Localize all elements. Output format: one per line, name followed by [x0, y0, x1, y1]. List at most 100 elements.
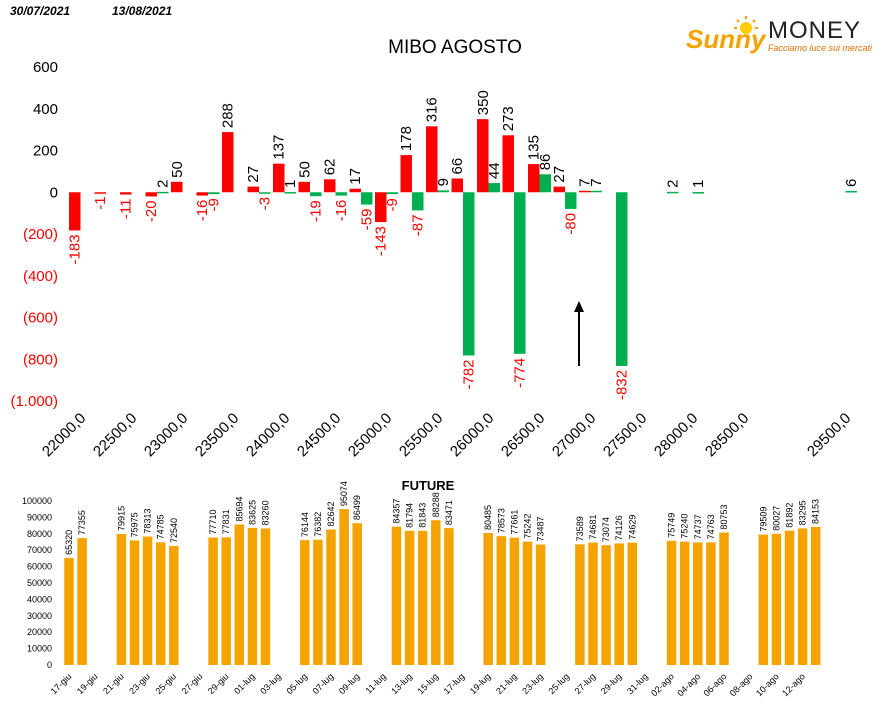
x-tick-label: 10-ago: [754, 671, 781, 698]
mibo-data-label: 44: [486, 162, 503, 179]
future-data-label: 84153: [811, 499, 821, 524]
mibo-bar: [222, 132, 234, 193]
x-tick-label: 21-giu: [101, 671, 126, 696]
future-bar: [810, 526, 821, 665]
mibo-bar: [845, 190, 857, 193]
future-data-label: 83295: [798, 500, 808, 525]
future-data-label: 77355: [77, 510, 87, 535]
y-tick-label: 0: [50, 184, 58, 201]
x-tick-label: 23500,0: [192, 410, 242, 460]
future-data-label: 73074: [601, 517, 611, 542]
date-start: 30/07/2021: [10, 4, 71, 18]
mibo-bar: [502, 135, 514, 193]
y-tick-label: 90000: [27, 512, 52, 522]
mibo-data-label: 27: [245, 166, 262, 183]
future-data-label: 73487: [536, 516, 546, 541]
x-tick-label: 15-lug: [415, 671, 440, 696]
mibo-bar: [94, 192, 106, 194]
future-bar: [509, 537, 520, 665]
chart2-title: FUTURE: [402, 478, 455, 493]
mibo-bar: [528, 164, 540, 193]
x-tick-label: 25500,0: [396, 410, 446, 460]
mibo-data-label: -16: [194, 200, 211, 222]
mibo-bar: [145, 192, 157, 197]
x-tick-label: 28500,0: [702, 410, 752, 460]
y-tick-label: 80000: [27, 529, 52, 539]
future-data-label: 74763: [706, 514, 716, 539]
future-bar: [417, 530, 428, 665]
mibo-bar: [488, 183, 500, 193]
x-tick-label: 28000,0: [651, 410, 701, 460]
future-data-label: 77831: [221, 509, 231, 534]
x-tick-label: 22000,0: [39, 410, 89, 460]
arrow-annotation: [574, 301, 584, 366]
future-bar: [300, 540, 310, 665]
y-tick-label: 40000: [27, 594, 52, 604]
future-bar: [64, 557, 74, 665]
mibo-data-label: 50: [296, 161, 313, 178]
x-tick-label: 19-giu: [75, 671, 100, 696]
future-data-label: 78573: [496, 508, 506, 533]
x-tick-label: 17-giu: [49, 671, 74, 696]
mibo-bar: [553, 186, 565, 193]
y-tick-label: 70000: [27, 545, 52, 555]
mibo-data-label: -9: [206, 198, 223, 211]
future-data-label: 74737: [693, 514, 703, 539]
y-tick-label: 20000: [27, 627, 52, 637]
logo-money: MONEY: [768, 17, 861, 44]
y-tick-label: 60000: [27, 562, 52, 572]
future-bar: [679, 541, 690, 665]
future-bar: [221, 537, 231, 665]
future-bar: [797, 528, 808, 665]
future-data-label: 79509: [758, 507, 768, 532]
future-bar: [784, 530, 795, 665]
x-tick-label: 09-lug: [337, 671, 362, 696]
x-tick-label: 04-ago: [675, 671, 702, 698]
future-bar: [339, 509, 349, 665]
y-tick-label: 400: [33, 101, 58, 118]
future-bar: [77, 538, 87, 665]
future-data-label: 74785: [156, 514, 166, 539]
mibo-data-label: 7: [588, 178, 605, 186]
mibo-data-label: 316: [424, 97, 441, 122]
future-data-label: 78313: [143, 509, 153, 534]
y-tick-label: 50000: [27, 578, 52, 588]
y-tick-label: (600): [23, 310, 58, 327]
y-tick-label: 600: [33, 59, 58, 76]
y-tick-label: 100000: [22, 496, 52, 506]
x-tick-label: 21-lug: [494, 671, 519, 696]
mibo-bar: [477, 119, 489, 193]
y-tick-label: 30000: [27, 611, 52, 621]
future-data-label: 75240: [680, 514, 690, 539]
mibo-data-label: 1: [690, 180, 707, 188]
future-bar: [313, 539, 323, 665]
y-tick-label: 0: [47, 660, 52, 670]
future-data-label: 75749: [667, 513, 677, 538]
x-tick-label: 23000,0: [141, 410, 191, 460]
mibo-data-label: 273: [500, 106, 517, 131]
logo-tagline: Facciamo luce sui mercati: [768, 43, 873, 53]
mibo-data-label: -19: [308, 200, 325, 222]
future-bar: [247, 527, 258, 665]
future-data-label: 80753: [719, 505, 729, 530]
x-tick-label: 29-giu: [206, 671, 231, 696]
mibo-bar: [157, 191, 169, 194]
mibo-data-label: 350: [475, 90, 492, 115]
future-bar: [666, 540, 677, 665]
future-bar: [116, 533, 127, 665]
x-tick-label: 24000,0: [243, 410, 293, 460]
mibo-bar: [208, 192, 220, 195]
future-bar: [693, 542, 703, 665]
future-data-label: 84357: [392, 499, 402, 524]
future-data-label: 74126: [614, 515, 624, 540]
mibo-data-label: -3: [257, 197, 274, 210]
x-tick-label: 25-giu: [153, 671, 178, 696]
y-tick-label: 10000: [27, 644, 52, 654]
future-data-label: 77710: [208, 510, 218, 535]
x-tick-label: 23-giu: [127, 671, 152, 696]
mibo-bar: [349, 188, 361, 193]
x-tick-label: 01-lug: [232, 671, 257, 696]
x-tick-label: 13-lug: [389, 671, 414, 696]
future-data-label: 77661: [509, 510, 519, 535]
mibo-data-label: -1: [92, 196, 109, 209]
